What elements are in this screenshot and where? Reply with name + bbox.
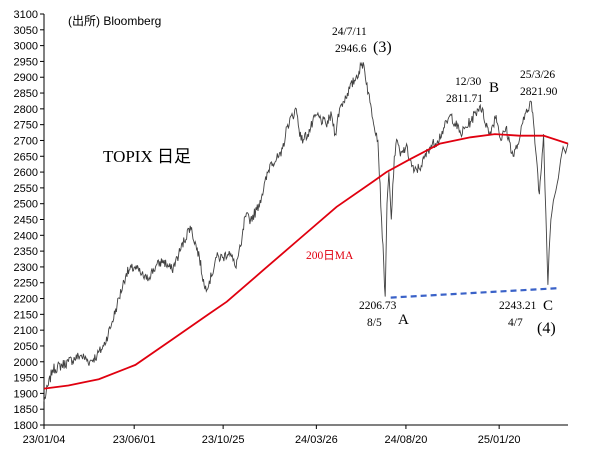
annotation-peak-value: 2946.6 bbox=[335, 43, 367, 55]
y-tick-label: 2900 bbox=[14, 72, 38, 84]
annotation-a-date: 8/5 bbox=[367, 317, 382, 329]
x-axis: 23/01/04 23/06/01 23/10/25 24/03/26 24/08/20… bbox=[23, 424, 568, 446]
y-tick-label: 2000 bbox=[14, 357, 38, 369]
y-tick-label: 2550 bbox=[14, 183, 38, 195]
y-tick-label: 1900 bbox=[14, 388, 38, 400]
price-series-line bbox=[43, 61, 569, 402]
y-tick-label: 1950 bbox=[14, 373, 38, 385]
y-tick-label: 2450 bbox=[14, 215, 38, 227]
annotation-mar-date: 25/3/26 bbox=[520, 69, 555, 81]
annotation-c-value: 2243.21 bbox=[499, 300, 537, 312]
annotation-wave-b: B bbox=[489, 80, 499, 96]
x-tick-label: 23/10/25 bbox=[202, 434, 245, 446]
annotation-wave-4: (4) bbox=[537, 320, 556, 337]
y-tick-label: 1800 bbox=[14, 420, 38, 432]
y-tick-label: 2050 bbox=[14, 341, 38, 353]
ma-series-line bbox=[43, 133, 569, 390]
y-tick-label: 2250 bbox=[14, 278, 38, 290]
x-tick-label: 24/03/26 bbox=[295, 434, 338, 446]
annotation-wave-3: (3) bbox=[373, 39, 392, 56]
y-tick-label: 2500 bbox=[14, 199, 38, 211]
y-tick-label: 2400 bbox=[14, 230, 38, 242]
annotation-a-value: 2206.73 bbox=[359, 300, 397, 312]
y-tick-label: 2600 bbox=[14, 167, 38, 179]
x-tick-label: 23/01/04 bbox=[23, 434, 66, 446]
y-tick-label: 2800 bbox=[14, 104, 38, 116]
annotation-mar-value: 2821.90 bbox=[520, 86, 558, 98]
chart-title: TOPIX 日足 bbox=[103, 147, 191, 166]
y-tick-label: 2750 bbox=[14, 120, 38, 132]
support-trend-line bbox=[390, 287, 560, 299]
x-tick-label: 24/08/20 bbox=[385, 434, 428, 446]
annotation-b-value: 2811.71 bbox=[446, 93, 483, 105]
y-tick-label: 2300 bbox=[14, 262, 38, 274]
source-label: (出所) Bloomberg bbox=[68, 14, 161, 28]
y-tick-label: 2200 bbox=[14, 294, 38, 306]
annotation-b-date: 12/30 bbox=[455, 76, 481, 88]
y-tick-label: 3100 bbox=[14, 9, 38, 21]
x-tick-label: 23/06/01 bbox=[113, 434, 156, 446]
y-tick-label: 2700 bbox=[14, 135, 38, 147]
y-tick-label: 2100 bbox=[14, 325, 38, 337]
y-tick-label: 2650 bbox=[14, 151, 38, 163]
y-tick-label: 2850 bbox=[14, 88, 38, 100]
plot-layer bbox=[43, 61, 569, 402]
y-tick-label: 1850 bbox=[14, 404, 38, 416]
y-tick-label: 2150 bbox=[14, 309, 38, 321]
y-axis: 1800 1850 1900 1950 2000 2050 2100 2150 2200 2250… bbox=[14, 9, 45, 432]
y-tick-label: 3050 bbox=[14, 25, 38, 37]
annotation-peak-date: 24/7/11 bbox=[332, 26, 367, 38]
y-tick-label: 3000 bbox=[14, 41, 38, 53]
y-tick-label: 2350 bbox=[14, 246, 38, 258]
y-tick-label: 2950 bbox=[14, 56, 38, 68]
annotation-wave-a: A bbox=[398, 312, 409, 328]
x-tick-label: 25/01/20 bbox=[478, 434, 521, 446]
ma-label: 200日MA bbox=[306, 250, 354, 262]
annotation-wave-c: C bbox=[543, 298, 553, 314]
annotation-c-date: 4/7 bbox=[508, 317, 523, 329]
